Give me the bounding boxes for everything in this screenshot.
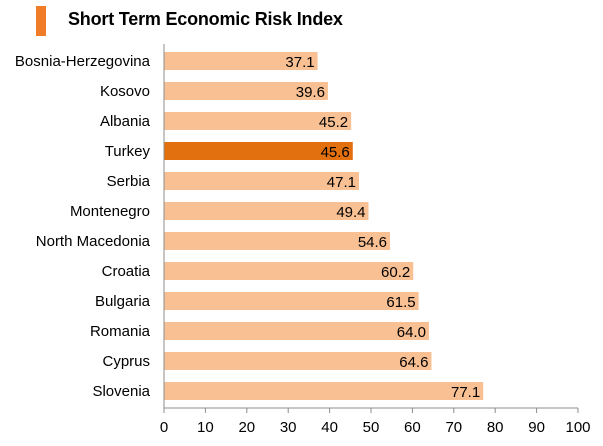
bar (164, 322, 429, 340)
x-tick-label: 0 (160, 419, 168, 436)
value-label: 49.4 (336, 204, 365, 221)
bar (164, 112, 352, 130)
title-accent-bar (36, 6, 46, 36)
category-label: Albania (100, 113, 151, 130)
x-tick-label: 100 (565, 419, 590, 436)
value-label: 64.0 (397, 324, 426, 341)
x-tick-label: 20 (238, 419, 255, 436)
bar (164, 352, 432, 370)
category-label: Romania (90, 323, 151, 340)
bar (164, 52, 318, 70)
value-label: 77.1 (451, 384, 480, 401)
value-label: 37.1 (285, 54, 314, 71)
x-tick-label: 30 (280, 419, 297, 436)
category-label: North Macedonia (36, 233, 151, 250)
value-label: 60.2 (381, 264, 410, 281)
category-label: Croatia (102, 263, 151, 280)
category-labels: Bosnia-Herzegovina Kosovo Albania Turkey Ser… (15, 53, 151, 400)
category-label: Kosovo (100, 83, 150, 100)
chart-title: Short Term Economic Risk Index (68, 9, 343, 29)
bar-group (164, 52, 484, 400)
value-label: 61.5 (386, 294, 415, 311)
x-axis: 0 10 20 30 40 50 60 70 80 90 100 (160, 44, 591, 436)
category-label: Turkey (105, 143, 151, 160)
bar (164, 172, 359, 190)
x-tick-label: 60 (404, 419, 421, 436)
category-label: Montenegro (70, 203, 150, 220)
category-label: Serbia (107, 173, 151, 190)
category-label: Bulgaria (95, 293, 151, 310)
value-labels: 37.1 39.6 45.2 45.6 47.1 49.4 54.6 60.2 61.5 64.0… (285, 54, 480, 401)
value-label: 45.2 (319, 114, 348, 131)
bar (164, 232, 391, 250)
value-label: 39.6 (296, 84, 325, 101)
bar (164, 382, 484, 400)
value-label: 54.6 (358, 234, 387, 251)
x-tick-label: 40 (321, 419, 338, 436)
x-tick-label: 90 (528, 419, 545, 436)
bar (164, 202, 369, 220)
category-label: Cyprus (102, 353, 150, 370)
value-label: 47.1 (327, 174, 356, 191)
category-label: Slovenia (92, 383, 150, 400)
value-label: 64.6 (399, 354, 428, 371)
category-label: Bosnia-Herzegovina (15, 53, 151, 70)
bar (164, 262, 414, 280)
bar (164, 292, 419, 310)
chart-header: Short Term Economic Risk Index (0, 0, 603, 44)
x-tick-label: 50 (363, 419, 380, 436)
bar (164, 82, 328, 100)
x-tick-label: 80 (487, 419, 504, 436)
value-label: 45.6 (321, 144, 350, 161)
x-tick-label: 10 (197, 419, 214, 436)
x-tick-label: 70 (445, 419, 462, 436)
bar (164, 142, 353, 160)
